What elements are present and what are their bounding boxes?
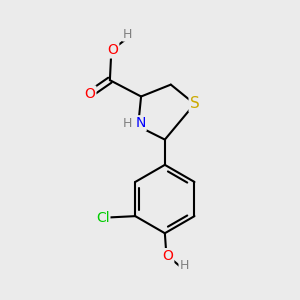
Text: H: H <box>123 117 132 130</box>
Text: Cl: Cl <box>96 211 110 225</box>
Text: O: O <box>85 86 95 100</box>
Text: N: N <box>135 116 146 130</box>
Text: H: H <box>179 260 189 272</box>
Text: O: O <box>107 44 118 57</box>
Text: O: O <box>162 249 173 263</box>
Text: S: S <box>190 96 200 111</box>
Text: H: H <box>123 28 132 40</box>
